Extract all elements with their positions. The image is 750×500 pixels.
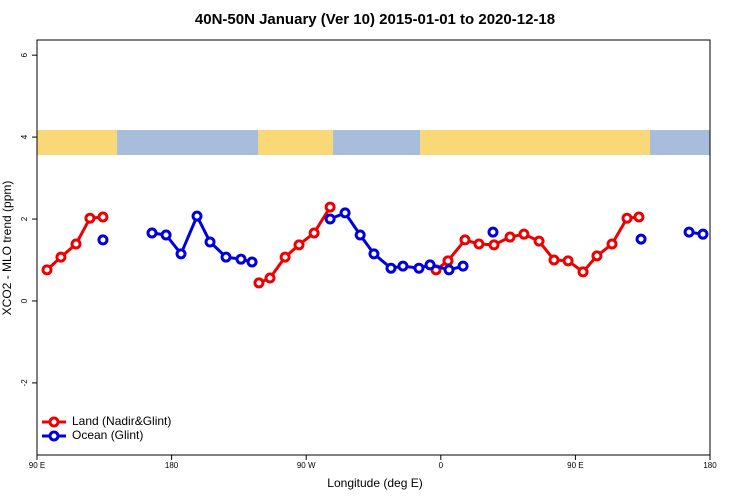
data-point	[459, 234, 471, 246]
x-tick-label: 180	[703, 461, 717, 470]
legend-marker	[48, 416, 60, 428]
data-point	[518, 228, 530, 240]
x-tick-label: 90 W	[297, 461, 316, 470]
data-point	[235, 253, 247, 265]
data-point	[487, 226, 499, 238]
data-point	[413, 262, 425, 274]
data-point	[264, 272, 276, 284]
x-axis-label: Longitude (deg E)	[327, 476, 422, 490]
data-point	[397, 260, 409, 272]
data-point	[293, 239, 305, 251]
data-point	[488, 239, 500, 251]
map-land	[258, 130, 333, 155]
x-tick-label: 180	[165, 461, 179, 470]
data-point	[562, 255, 574, 267]
data-point	[591, 250, 603, 262]
data-point	[577, 266, 589, 278]
data-point	[504, 231, 516, 243]
data-point	[635, 233, 647, 245]
data-point	[97, 234, 109, 246]
data-point	[354, 229, 366, 241]
data-point	[424, 259, 436, 271]
data-point	[473, 238, 485, 250]
data-point	[443, 264, 455, 276]
data-point	[253, 277, 265, 289]
data-point	[621, 212, 633, 224]
data-point	[683, 226, 695, 238]
legend-label: Ocean (Glint)	[72, 428, 143, 442]
data-point	[324, 213, 336, 225]
data-point	[279, 251, 291, 263]
plot-frame	[36, 39, 711, 456]
data-point	[442, 255, 454, 267]
data-point	[697, 228, 709, 240]
data-point	[55, 251, 67, 263]
y-tick-label: -2	[20, 379, 29, 387]
data-point	[97, 211, 109, 223]
legend-marker	[48, 430, 60, 442]
data-point	[385, 262, 397, 274]
data-point	[339, 207, 351, 219]
series-line	[329, 211, 464, 272]
data-point	[633, 211, 645, 223]
legend-label: Land (Nadir&Glint)	[72, 414, 171, 428]
data-point	[308, 227, 320, 239]
y-tick-label: 2	[20, 216, 29, 221]
x-tick-label: 90 E	[29, 461, 45, 470]
data-point	[175, 248, 187, 260]
y-tick-label: 0	[20, 298, 29, 303]
y-tick-label: 4	[20, 134, 29, 139]
map-land	[420, 130, 650, 155]
data-point	[146, 227, 158, 239]
data-point	[220, 251, 232, 263]
data-point	[457, 260, 469, 272]
data-point	[246, 256, 258, 268]
y-tick-label: 6	[20, 52, 29, 57]
data-point	[204, 236, 216, 248]
x-tick-label: 0	[439, 461, 444, 470]
data-point	[84, 212, 96, 224]
data-point	[191, 210, 203, 222]
data-point	[368, 248, 380, 260]
data-point	[324, 201, 336, 213]
chart-title: 40N-50N January (Ver 10) 2015-01-01 to 2…	[195, 11, 555, 28]
data-point	[533, 235, 545, 247]
y-axis-label: XCO2 - MLO trend (ppm)	[0, 181, 14, 316]
data-point	[160, 229, 172, 241]
data-point	[606, 238, 618, 250]
data-point	[548, 254, 560, 266]
data-point	[41, 264, 53, 276]
data-point	[70, 238, 82, 250]
map-land	[37, 130, 117, 155]
x-tick-label: 90 E	[567, 461, 583, 470]
